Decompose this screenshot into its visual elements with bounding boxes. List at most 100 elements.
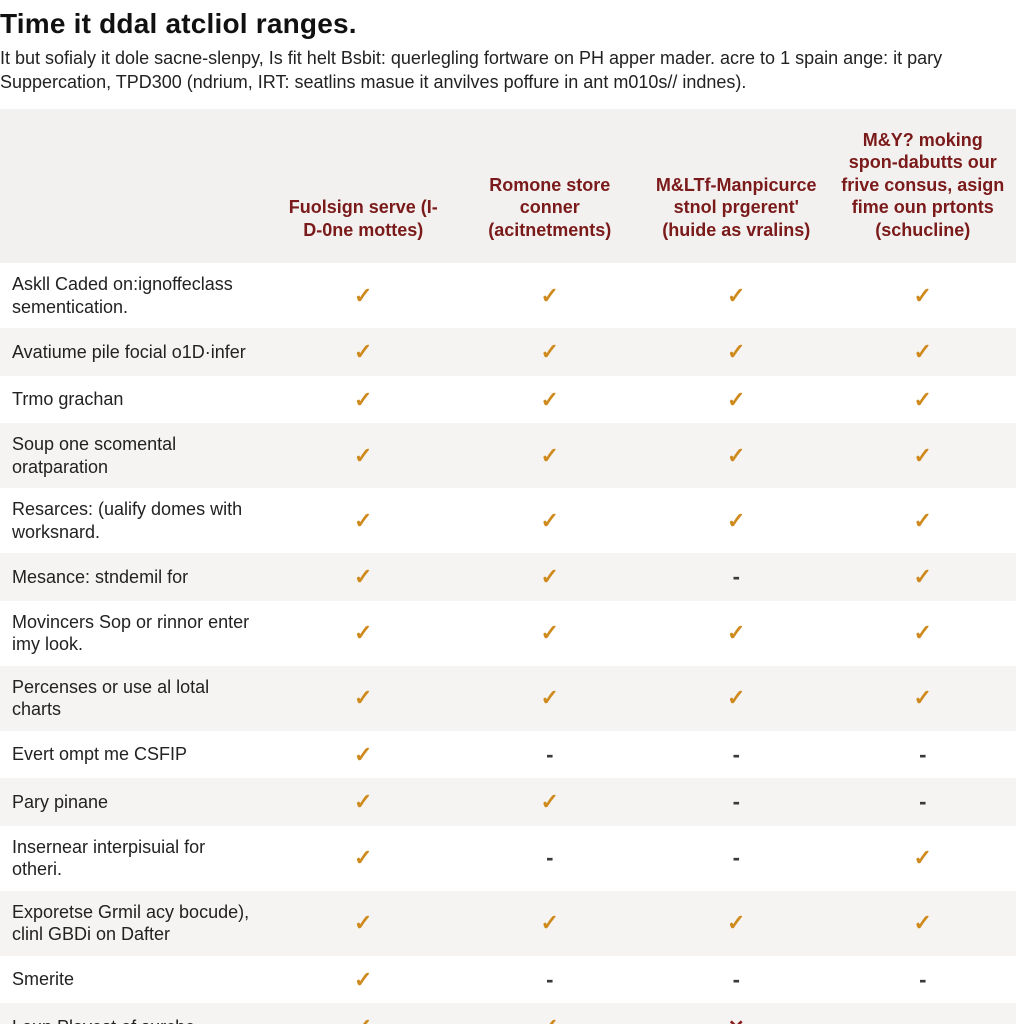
check-icon: ✓ — [914, 442, 932, 470]
feature-cell: Askll Caded on:ignoffeclass sementicatio… — [0, 263, 270, 328]
value-cell: ✓ — [457, 423, 644, 488]
check-icon: ✓ — [541, 338, 559, 366]
check-icon: ✓ — [354, 563, 372, 591]
value-cell: ✓ — [270, 328, 457, 376]
value-cell: - — [830, 778, 1017, 826]
value-cell: ✓ — [270, 778, 457, 826]
table-row: Smerite✓--- — [0, 956, 1016, 1004]
value-cell: ✓ — [457, 553, 644, 601]
table-header: Fuolsign serve (I-D-0ne mottes) Romone s… — [0, 109, 1016, 264]
check-icon: ✓ — [914, 563, 932, 591]
value-cell: ✓ — [830, 601, 1017, 666]
value-cell: ✓ — [270, 553, 457, 601]
value-cell: ✓ — [830, 328, 1017, 376]
check-icon: ✓ — [541, 386, 559, 414]
value-cell: - — [643, 553, 830, 601]
check-icon: ✓ — [541, 282, 559, 310]
check-icon: ✓ — [727, 282, 745, 310]
value-cell: ✓ — [457, 891, 644, 956]
check-icon: ✓ — [354, 386, 372, 414]
check-icon: ✓ — [914, 844, 932, 872]
value-cell: ✓ — [643, 263, 830, 328]
column-header-3: M&LTf-Manpicurce stnol prgerent' (huide … — [643, 109, 830, 264]
value-cell: ✓ — [457, 1003, 644, 1024]
column-header-2: Romone store conner (acitnetments) — [457, 109, 644, 264]
check-icon: ✓ — [354, 844, 372, 872]
check-icon: ✓ — [727, 684, 745, 712]
check-icon: ✓ — [354, 507, 372, 535]
value-cell: ✓ — [457, 488, 644, 553]
table-body: Askll Caded on:ignoffeclass sementicatio… — [0, 263, 1016, 1024]
check-icon: ✓ — [354, 909, 372, 937]
check-icon: ✓ — [727, 619, 745, 647]
check-icon: ✓ — [354, 741, 372, 769]
value-cell: ✓ — [457, 778, 644, 826]
check-icon: ✓ — [727, 338, 745, 366]
value-cell: - — [643, 956, 830, 1004]
feature-cell: Soup one scomental oratparation — [0, 423, 270, 488]
value-cell: ✓ — [270, 826, 457, 891]
feature-cell: Exporetse Grmil acy bocude), clinl GBDi … — [0, 891, 270, 956]
column-header-1: Fuolsign serve (I-D-0ne mottes) — [270, 109, 457, 264]
dash-icon: - — [733, 966, 740, 994]
value-cell: ✓ — [830, 891, 1017, 956]
value-cell: ✓ — [457, 601, 644, 666]
value-cell: ✓ — [270, 601, 457, 666]
value-cell: ✓ — [270, 666, 457, 731]
feature-cell: Trmo grachan — [0, 376, 270, 424]
value-cell: ✓ — [643, 601, 830, 666]
feature-cell: Percenses or use al lotal charts — [0, 666, 270, 731]
dash-icon: - — [919, 741, 926, 769]
check-icon: ✓ — [354, 788, 372, 816]
value-cell: - — [643, 778, 830, 826]
value-cell: - — [830, 956, 1017, 1004]
check-icon: ✓ — [354, 1013, 372, 1024]
dash-icon: - — [733, 844, 740, 872]
feature-cell: Mesance: stndemil for — [0, 553, 270, 601]
feature-cell: Evert ompt me CSFIP — [0, 731, 270, 779]
value-cell: ✓ — [643, 423, 830, 488]
table-row: Exporetse Grmil acy bocude), clinl GBDi … — [0, 891, 1016, 956]
value-cell: - — [643, 731, 830, 779]
check-icon: ✓ — [914, 909, 932, 937]
value-cell: - — [457, 956, 644, 1004]
table-row: Pary pinane✓✓-- — [0, 778, 1016, 826]
page: Time it ddal atcliol ranges. It but sofi… — [0, 8, 1024, 1024]
value-cell: - — [830, 1003, 1017, 1024]
value-cell: ✓ — [643, 488, 830, 553]
feature-cell: Resarces: (ualify domes with worksnard. — [0, 488, 270, 553]
check-icon: ✓ — [914, 684, 932, 712]
value-cell: ✓ — [270, 488, 457, 553]
value-cell: ✓ — [830, 423, 1017, 488]
page-title: Time it ddal atcliol ranges. — [0, 8, 1016, 40]
table-row: Percenses or use al lotal charts✓✓✓✓ — [0, 666, 1016, 731]
check-icon: ✓ — [727, 386, 745, 414]
value-cell: ✓ — [457, 376, 644, 424]
value-cell: ✓ — [457, 666, 644, 731]
check-icon: ✓ — [541, 788, 559, 816]
value-cell: ✓ — [830, 666, 1017, 731]
table-row: Insernear interpisuial for otheri.✓--✓ — [0, 826, 1016, 891]
column-header-feature — [0, 109, 270, 264]
check-icon: ✓ — [914, 619, 932, 647]
dash-icon: - — [546, 741, 553, 769]
value-cell: ✓ — [643, 328, 830, 376]
dash-icon: - — [546, 966, 553, 994]
check-icon: ✓ — [541, 1013, 559, 1024]
value-cell: - — [457, 731, 644, 779]
value-cell: ✓ — [270, 1003, 457, 1024]
feature-cell: Loun Playest of surche — [0, 1003, 270, 1024]
check-icon: ✓ — [354, 966, 372, 994]
value-cell: ✓ — [457, 263, 644, 328]
dash-icon: - — [919, 966, 926, 994]
check-icon: ✓ — [727, 909, 745, 937]
check-icon: ✓ — [541, 619, 559, 647]
value-cell: - — [643, 826, 830, 891]
dash-icon: - — [733, 741, 740, 769]
check-icon: ✓ — [541, 909, 559, 937]
comparison-table: Fuolsign serve (I-D-0ne mottes) Romone s… — [0, 109, 1016, 1024]
value-cell: ✓ — [643, 666, 830, 731]
value-cell: ✓ — [270, 731, 457, 779]
intro-paragraph: It but sofialy it dole sacne-slenpy, Is … — [0, 46, 1010, 95]
check-icon: ✓ — [541, 442, 559, 470]
